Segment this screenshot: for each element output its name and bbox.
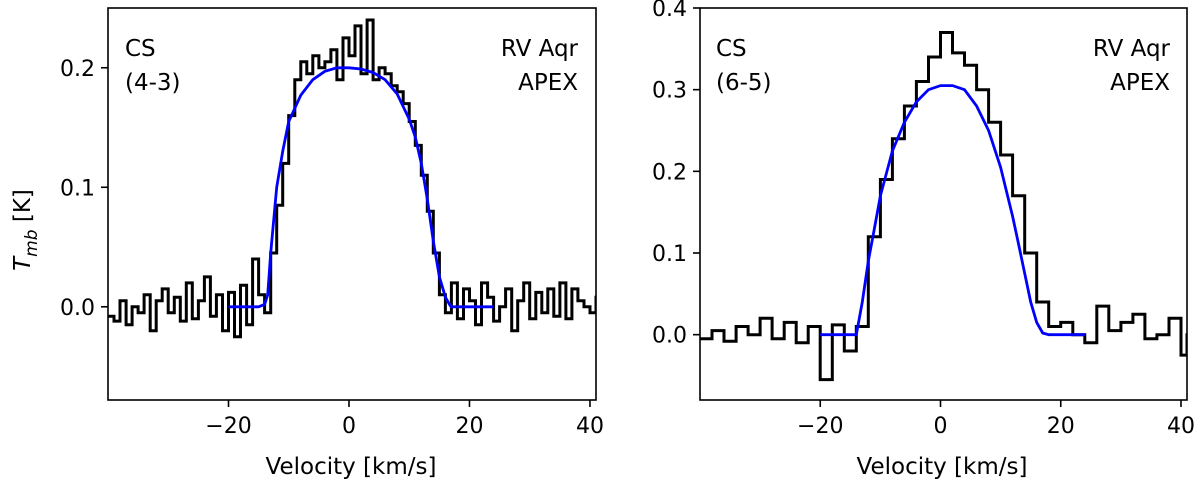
line-label: CS <box>716 36 747 62</box>
plot-frame <box>699 7 1188 401</box>
model-fit-line <box>228 66 494 309</box>
telescope-label: APEX <box>518 70 578 96</box>
y-tick-label: 0.4 <box>652 0 687 22</box>
star-label: RV Aqr <box>1093 36 1171 62</box>
x-tick-label: −20 <box>797 414 843 439</box>
panel-cs-6-5: CS (6-5) RV Aqr APEX Velocity [km/s] −20… <box>652 0 1195 480</box>
x-axis-label: Velocity [km/s] <box>857 454 1028 480</box>
x-tick-label: −20 <box>205 414 251 439</box>
x-axis-label: Velocity [km/s] <box>266 454 437 480</box>
spectrum-line <box>108 18 596 339</box>
y-tick-label: 0.3 <box>652 79 687 104</box>
x-tick-label: 0 <box>342 414 356 439</box>
y-tick-label: 0.1 <box>60 176 95 201</box>
x-tick-label: 0 <box>933 414 947 439</box>
x-tick-label: 40 <box>1167 414 1195 439</box>
spectrum-line <box>700 31 1187 382</box>
transition-label: (6-5) <box>716 70 772 96</box>
y-tick-label: 0.2 <box>60 57 95 82</box>
plot-frame <box>107 7 597 401</box>
x-tick-label: 40 <box>576 414 604 439</box>
x-tick-label: 20 <box>455 414 483 439</box>
y-tick-label: 0.0 <box>60 296 95 321</box>
model-fit-line <box>820 84 1085 337</box>
y-tick-label: 0.0 <box>652 324 687 349</box>
telescope-label: APEX <box>1110 70 1170 96</box>
y-tick-label: 0.2 <box>652 160 687 185</box>
star-label: RV Aqr <box>501 36 579 62</box>
x-tick-label: 20 <box>1047 414 1075 439</box>
y-tick-label: 0.1 <box>652 242 687 267</box>
transition-label: (4-3) <box>125 70 181 96</box>
line-label: CS <box>125 36 156 62</box>
panel-cs-4-3: Tmb [K] CS (4-3) RV Aqr APEX Velocity [k… <box>10 7 604 480</box>
y-axis-label: Tmb [K] <box>10 189 42 271</box>
